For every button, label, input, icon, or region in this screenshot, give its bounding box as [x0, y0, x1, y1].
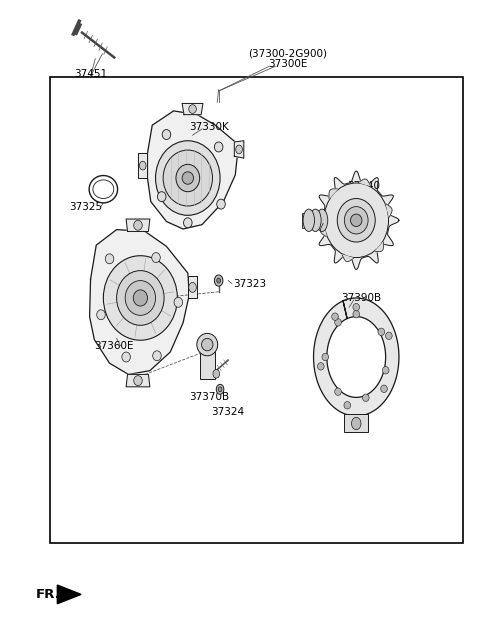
Bar: [50, 77, 463, 544]
Text: 37340: 37340: [347, 181, 380, 191]
Ellipse shape: [337, 199, 375, 242]
Polygon shape: [138, 153, 147, 178]
Polygon shape: [126, 219, 150, 231]
Ellipse shape: [218, 387, 222, 392]
Ellipse shape: [317, 362, 324, 370]
Ellipse shape: [351, 418, 361, 429]
Ellipse shape: [310, 209, 321, 231]
Ellipse shape: [93, 180, 114, 199]
Ellipse shape: [189, 105, 196, 113]
Ellipse shape: [303, 209, 314, 231]
Ellipse shape: [344, 401, 350, 409]
Polygon shape: [188, 277, 197, 298]
Ellipse shape: [122, 352, 131, 362]
Ellipse shape: [383, 367, 389, 374]
Ellipse shape: [174, 297, 182, 307]
Ellipse shape: [182, 172, 193, 184]
Ellipse shape: [236, 145, 242, 154]
Polygon shape: [313, 171, 399, 270]
Polygon shape: [90, 229, 189, 374]
Ellipse shape: [215, 142, 223, 152]
Text: 37370B: 37370B: [189, 392, 229, 402]
Ellipse shape: [156, 140, 220, 215]
Ellipse shape: [324, 183, 388, 258]
Polygon shape: [147, 111, 238, 229]
Ellipse shape: [385, 332, 392, 339]
Ellipse shape: [202, 339, 213, 350]
Ellipse shape: [381, 385, 387, 393]
Bar: [200, 350, 215, 379]
Ellipse shape: [134, 220, 142, 230]
Ellipse shape: [322, 353, 329, 361]
Text: 37324: 37324: [212, 407, 245, 417]
Ellipse shape: [197, 334, 218, 356]
Polygon shape: [320, 223, 326, 236]
Ellipse shape: [378, 328, 384, 335]
Polygon shape: [386, 204, 392, 217]
Ellipse shape: [134, 376, 142, 386]
Ellipse shape: [133, 290, 147, 306]
Ellipse shape: [353, 303, 360, 311]
Ellipse shape: [117, 271, 164, 325]
Ellipse shape: [163, 150, 213, 206]
Bar: [301, 213, 325, 228]
Bar: [344, 414, 368, 431]
Ellipse shape: [217, 278, 220, 283]
Ellipse shape: [335, 319, 341, 326]
Text: 37325: 37325: [69, 202, 102, 211]
Ellipse shape: [316, 209, 328, 231]
Ellipse shape: [213, 369, 219, 378]
Ellipse shape: [103, 256, 178, 340]
Ellipse shape: [162, 130, 171, 139]
Polygon shape: [57, 585, 81, 604]
Ellipse shape: [89, 176, 118, 203]
Ellipse shape: [350, 214, 362, 226]
Ellipse shape: [96, 310, 105, 320]
Ellipse shape: [139, 161, 146, 170]
Ellipse shape: [157, 192, 166, 202]
Text: 37300E: 37300E: [268, 59, 307, 69]
Text: 37451: 37451: [74, 69, 107, 79]
Polygon shape: [359, 179, 371, 186]
Text: 37360E: 37360E: [95, 341, 134, 351]
Ellipse shape: [153, 350, 161, 361]
Text: FR.: FR.: [36, 588, 61, 601]
Ellipse shape: [176, 164, 200, 192]
Text: (37300-2G900): (37300-2G900): [248, 49, 327, 59]
Ellipse shape: [152, 253, 160, 263]
Polygon shape: [234, 140, 244, 158]
Text: 37390B: 37390B: [341, 293, 381, 303]
Ellipse shape: [353, 310, 360, 318]
Ellipse shape: [335, 388, 341, 396]
Polygon shape: [342, 255, 354, 261]
Polygon shape: [182, 103, 203, 115]
Ellipse shape: [217, 199, 225, 209]
Ellipse shape: [332, 313, 338, 320]
Ellipse shape: [362, 394, 369, 401]
Polygon shape: [329, 189, 337, 199]
Ellipse shape: [215, 275, 223, 286]
Text: 37323: 37323: [233, 278, 266, 288]
Ellipse shape: [189, 282, 196, 292]
Polygon shape: [126, 374, 150, 387]
Ellipse shape: [125, 280, 156, 315]
Ellipse shape: [344, 207, 368, 234]
Ellipse shape: [105, 254, 114, 264]
Ellipse shape: [183, 218, 192, 228]
Polygon shape: [375, 242, 384, 252]
Polygon shape: [313, 298, 399, 416]
Text: 37330K: 37330K: [189, 122, 229, 132]
Ellipse shape: [216, 384, 224, 394]
